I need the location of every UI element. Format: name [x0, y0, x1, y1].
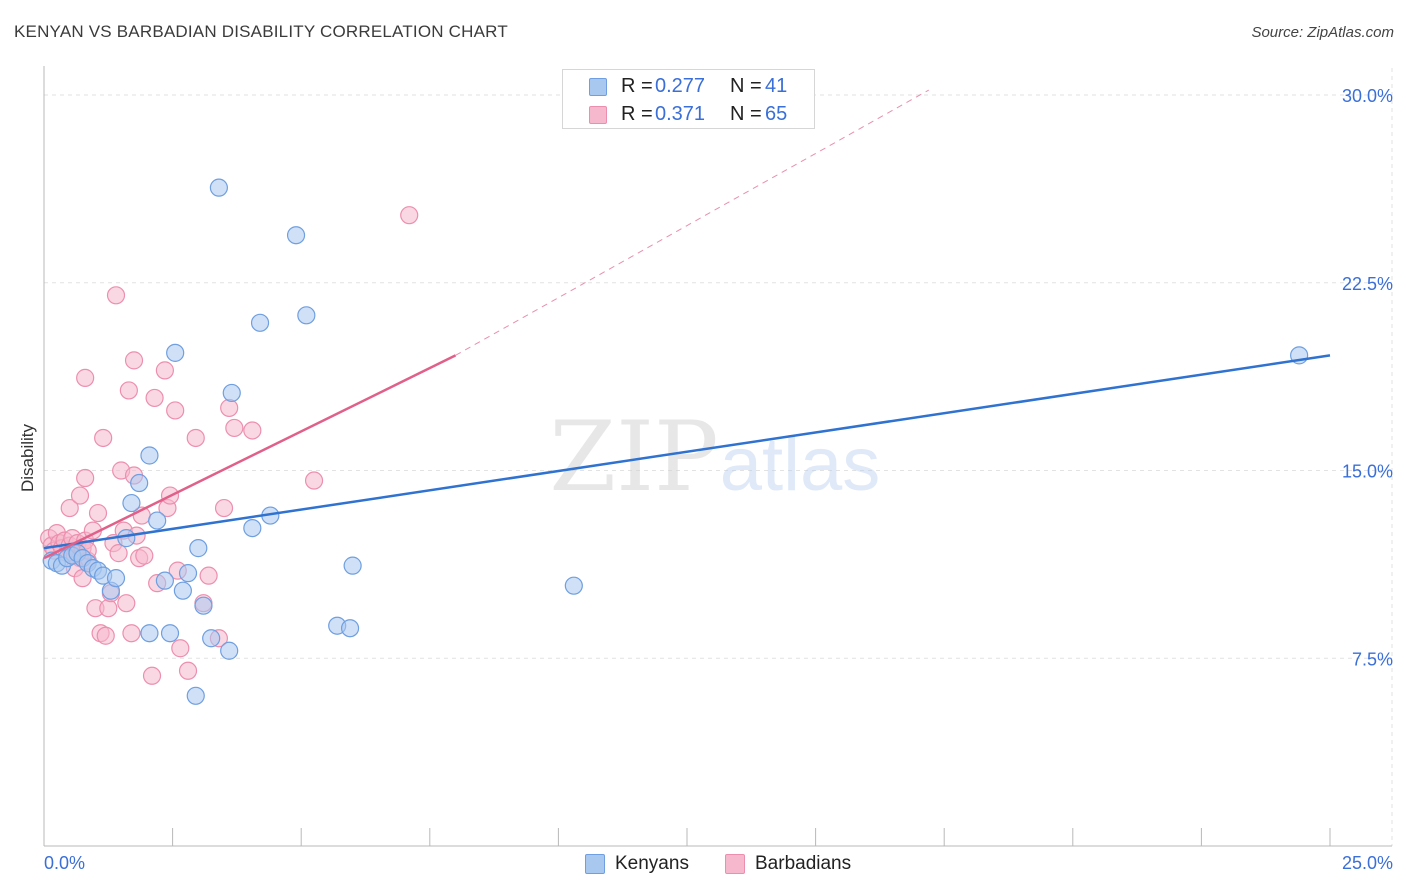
barbadian-point: [60, 498, 79, 518]
kenyan-point: [155, 571, 174, 590]
kenyan-point: [160, 624, 180, 643]
y-tick-label: 30.0%: [1342, 86, 1393, 106]
kenyan-point: [166, 343, 185, 362]
y-tick-label: 7.5%: [1352, 649, 1393, 669]
grid-layer: [44, 68, 1393, 846]
kenyan-point: [117, 529, 136, 548]
barbadian-point: [178, 661, 198, 680]
kenyans-legend-swatch: [585, 854, 605, 874]
n-value: 41: [765, 75, 788, 97]
x-tick-label: 0.0%: [44, 853, 85, 873]
barbadian-point: [145, 388, 164, 408]
n-label: N =: [730, 75, 762, 97]
correlation-legend: R = 0.277 N = 41 R = 0.371 N = 65: [562, 69, 815, 129]
r-label: R =: [621, 103, 653, 125]
barbadian-point: [70, 486, 90, 505]
kenyan-point: [106, 569, 126, 588]
kenyan-point: [130, 473, 149, 493]
barbadian-point: [400, 206, 419, 225]
kenyan-point: [178, 564, 198, 583]
barbadian-point: [186, 428, 205, 448]
barbadian-point: [304, 471, 324, 490]
kenyan-point: [243, 518, 262, 538]
y-axis-title: Disability: [18, 423, 37, 492]
barbadian-point: [155, 361, 174, 380]
barbadians-legend-label: Barbadians: [755, 853, 852, 874]
kenyan-point: [140, 446, 159, 465]
barbadian-point: [124, 351, 144, 370]
kenyan-point: [220, 641, 239, 660]
barbadian-point: [142, 666, 162, 685]
watermark-zip: ZIP: [549, 401, 718, 513]
barbadian-point: [99, 599, 118, 618]
watermark: ZIP atlas: [549, 401, 880, 513]
chart-title: KENYAN VS BARBADIAN DISABILITY CORRELATI…: [14, 22, 508, 41]
kenyan-point: [148, 511, 167, 530]
kenyan-point: [297, 306, 316, 325]
kenyan-point: [140, 624, 159, 643]
kenyan-point: [194, 596, 213, 615]
barbadian-point: [220, 398, 239, 418]
kenyan-point: [340, 619, 360, 638]
kenyan-point: [202, 629, 221, 648]
barbadian-point: [76, 368, 95, 387]
y-tick-label: 22.5%: [1342, 274, 1393, 294]
kenyan-point: [186, 686, 205, 705]
barbadian-point: [94, 428, 113, 448]
x-tick-label: 25.0%: [1342, 853, 1393, 873]
barbadian-point: [106, 286, 126, 305]
barbadian-trendline-extension: [455, 89, 930, 356]
source-credit: Source: ZipAtlas.com: [1251, 24, 1394, 41]
barbadian-point: [88, 503, 108, 523]
r-value: 0.277: [655, 75, 706, 97]
barbadian-point: [135, 546, 154, 565]
kenyan-point: [343, 556, 362, 575]
barbadians-swatch: [589, 106, 607, 124]
barbadian-point: [109, 544, 128, 563]
kenyans-legend-label: Kenyans: [615, 853, 689, 874]
barbadian-point: [117, 594, 136, 613]
barbadian-point: [76, 468, 95, 488]
r-label: R =: [621, 75, 653, 97]
n-label: N =: [730, 103, 762, 125]
barbadian-point: [166, 401, 185, 420]
kenyan-point: [286, 226, 306, 245]
kenyan-point: [564, 576, 583, 595]
y-tick-label: 15.0%: [1342, 462, 1393, 482]
kenyan-point: [222, 383, 241, 403]
kenyan-trendline: [43, 354, 1331, 550]
kenyan-point: [209, 178, 228, 197]
watermark-atlas: atlas: [720, 422, 881, 507]
barbadian-point: [119, 381, 138, 400]
kenyans-swatch: [589, 78, 607, 96]
axes-layer: [43, 66, 1392, 847]
points-layer: [40, 178, 1309, 705]
kenyan-point: [250, 313, 270, 332]
barbadian-point: [199, 566, 218, 585]
barbadian-point: [96, 626, 115, 645]
kenyan-point: [189, 539, 208, 558]
n-value: 65: [765, 103, 788, 125]
trend-layer: [43, 89, 1331, 560]
series-legend: Kenyans Barbadians: [0, 851, 1406, 879]
barbadians-legend-swatch: [725, 854, 745, 874]
r-value: 0.371: [655, 103, 706, 125]
barbadian-point: [171, 639, 190, 658]
barbadian-point: [122, 624, 141, 643]
kenyan-point: [122, 493, 141, 513]
kenyan-point: [173, 581, 192, 600]
barbadian-point: [214, 498, 234, 518]
labels-layer: 7.5% 15.0% 22.5% 30.0% 0.0% 25.0% Disability: [18, 86, 1393, 873]
barbadian-trendline: [43, 354, 457, 560]
barbadian-point: [243, 421, 262, 440]
barbadian-point: [225, 418, 244, 438]
